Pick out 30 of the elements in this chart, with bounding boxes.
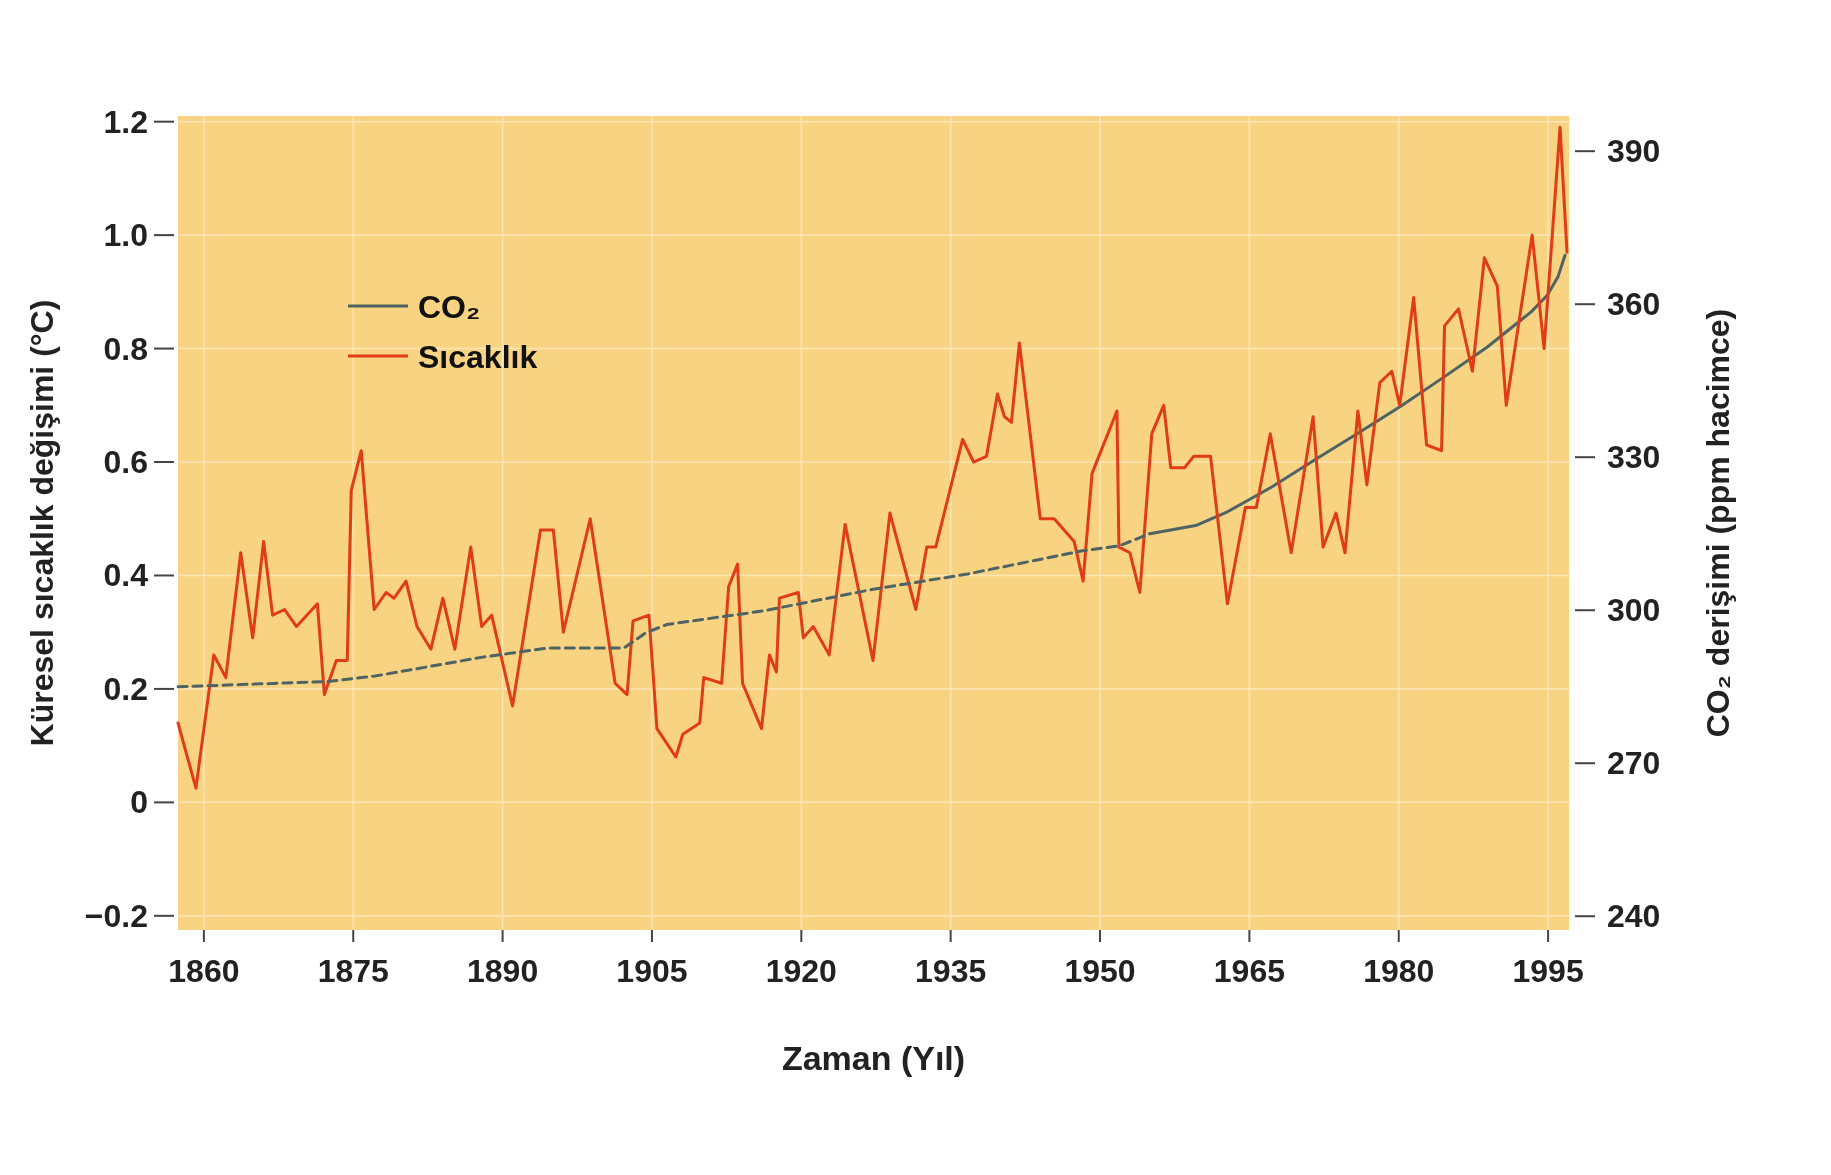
y-axis-title: Küresel sıcaklık değişimi (°C) <box>24 299 60 747</box>
x-tick-label: 1920 <box>765 953 837 989</box>
y2-tick-label: 390 <box>1607 133 1661 170</box>
x-tick-label: 1890 <box>467 953 539 989</box>
y2-tick-label: 270 <box>1607 745 1661 782</box>
x-tick-label: 1860 <box>168 953 240 989</box>
x-axis-title: Zaman (Yıl) <box>781 1039 966 1077</box>
x-tick-label: 1875 <box>317 953 389 989</box>
y-tick-label: 0.4 <box>103 557 149 594</box>
y2-tick-label: 300 <box>1607 592 1661 629</box>
x-tick-label: 1995 <box>1512 953 1584 989</box>
y-tick-label: 1.2 <box>103 103 148 140</box>
y2-tick-label: 360 <box>1607 286 1661 323</box>
y-tick-label: 0 <box>130 784 148 821</box>
x-tick-label: 1965 <box>1213 953 1285 989</box>
x-tick-label: 1905 <box>616 953 688 989</box>
x-tick-label: 1935 <box>915 953 987 989</box>
y2-tick-label: 240 <box>1607 898 1661 935</box>
legend-label: Sıcaklık <box>418 339 538 375</box>
y-tick-label: 0.6 <box>103 444 148 481</box>
x-tick-label: 1980 <box>1363 953 1435 989</box>
y2-tick-label: 330 <box>1607 439 1661 476</box>
y-tick-label: 1.0 <box>103 217 148 254</box>
y2-axis-title: CO₂ derişimi (ppm hacimce) <box>1700 308 1736 738</box>
y-tick-label: −0.2 <box>84 897 148 934</box>
y-tick-label: 0.8 <box>103 330 148 367</box>
x-tick-label: 1950 <box>1064 953 1136 989</box>
y-tick-label: 0.2 <box>103 670 148 707</box>
legend-label: CO₂ <box>418 289 481 325</box>
line-series <box>176 125 1569 790</box>
